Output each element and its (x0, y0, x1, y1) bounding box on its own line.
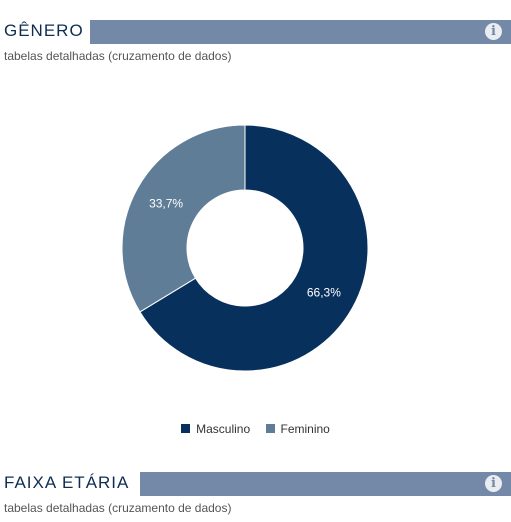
slices-group (121, 124, 369, 372)
legend-label-masculino: Masculino (196, 422, 251, 436)
title-bar: i (140, 472, 511, 496)
section-header: FAIXA ETÁRIA i (0, 470, 511, 498)
slice-feminino[interactable] (121, 124, 246, 313)
slice-labels-group: 66,3% 33,7% (149, 197, 341, 300)
detailed-tables-link[interactable]: tabelas detalhadas (cruzamento de dados) (4, 501, 232, 515)
section-header: GÊNERO i (0, 18, 511, 46)
legend-label-feminino: Feminino (280, 422, 330, 436)
info-icon[interactable]: i (485, 23, 502, 40)
section-title: GÊNERO (4, 21, 84, 40)
donut-chart: 66,3% 33,7% (121, 124, 369, 372)
legend-swatch-feminino (265, 424, 275, 433)
title-bar: i (90, 20, 511, 44)
chart-legend: Masculino Feminino (0, 422, 511, 436)
data-label-feminino: 33,7% (149, 197, 183, 211)
section-title: FAIXA ETÁRIA (4, 473, 130, 492)
info-icon[interactable]: i (485, 475, 502, 492)
data-label-masculino: 66,3% (307, 285, 341, 299)
legend-item-masculino[interactable]: Masculino (181, 422, 250, 436)
detailed-tables-link[interactable]: tabelas detalhadas (cruzamento de dados) (4, 49, 232, 63)
slice-masculino[interactable] (139, 124, 369, 372)
section-genero: GÊNERO i tabelas detalhadas (cruzamento … (0, 18, 511, 63)
section-faixa-etaria: FAIXA ETÁRIA i tabelas detalhadas (cruza… (0, 470, 511, 515)
legend-item-feminino[interactable]: Feminino (265, 422, 330, 436)
legend-swatch-masculino (181, 424, 191, 433)
